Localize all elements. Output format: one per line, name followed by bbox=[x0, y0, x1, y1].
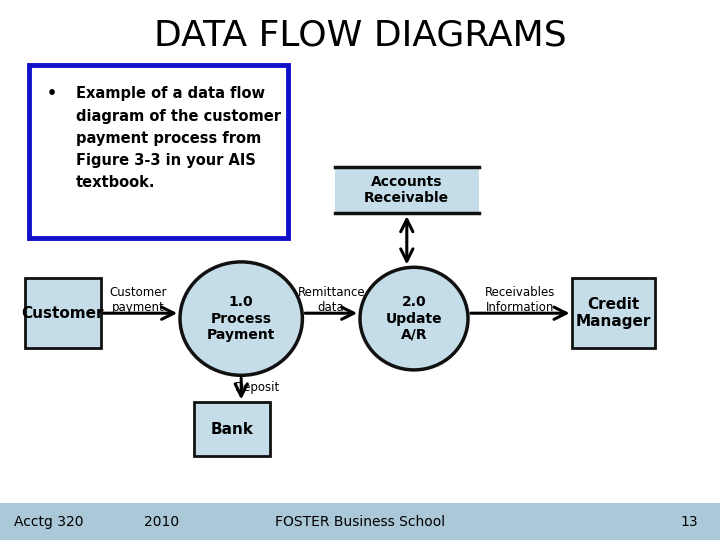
Text: Accounts
Receivable: Accounts Receivable bbox=[364, 176, 449, 205]
Text: Credit
Manager: Credit Manager bbox=[576, 297, 652, 329]
Text: 1.0
Process
Payment: 1.0 Process Payment bbox=[207, 295, 275, 342]
Bar bbox=[0, 503, 720, 540]
Text: Customer: Customer bbox=[22, 306, 104, 321]
Bar bbox=[572, 278, 655, 348]
Bar bbox=[335, 167, 479, 213]
Text: 2010: 2010 bbox=[144, 515, 179, 529]
Text: 2.0
Update
A/R: 2.0 Update A/R bbox=[386, 295, 442, 342]
Text: Deposit: Deposit bbox=[235, 381, 280, 394]
Text: DATA FLOW DIAGRAMS: DATA FLOW DIAGRAMS bbox=[153, 19, 567, 53]
Text: 13: 13 bbox=[681, 515, 698, 529]
Text: Bank: Bank bbox=[211, 422, 253, 437]
Text: Receivables
Information: Receivables Information bbox=[485, 286, 555, 314]
Text: •: • bbox=[47, 86, 57, 102]
Text: Acctg 320: Acctg 320 bbox=[14, 515, 84, 529]
Bar bbox=[194, 402, 270, 456]
Ellipse shape bbox=[360, 267, 468, 370]
Ellipse shape bbox=[180, 262, 302, 375]
FancyBboxPatch shape bbox=[29, 65, 288, 238]
Text: Customer
payment: Customer payment bbox=[109, 286, 167, 314]
Text: Example of a data flow
diagram of the customer
payment process from
Figure 3-3 i: Example of a data flow diagram of the cu… bbox=[76, 86, 281, 190]
Text: FOSTER Business School: FOSTER Business School bbox=[275, 515, 445, 529]
Bar bbox=[25, 278, 101, 348]
Text: Remittance
data: Remittance data bbox=[297, 286, 365, 314]
